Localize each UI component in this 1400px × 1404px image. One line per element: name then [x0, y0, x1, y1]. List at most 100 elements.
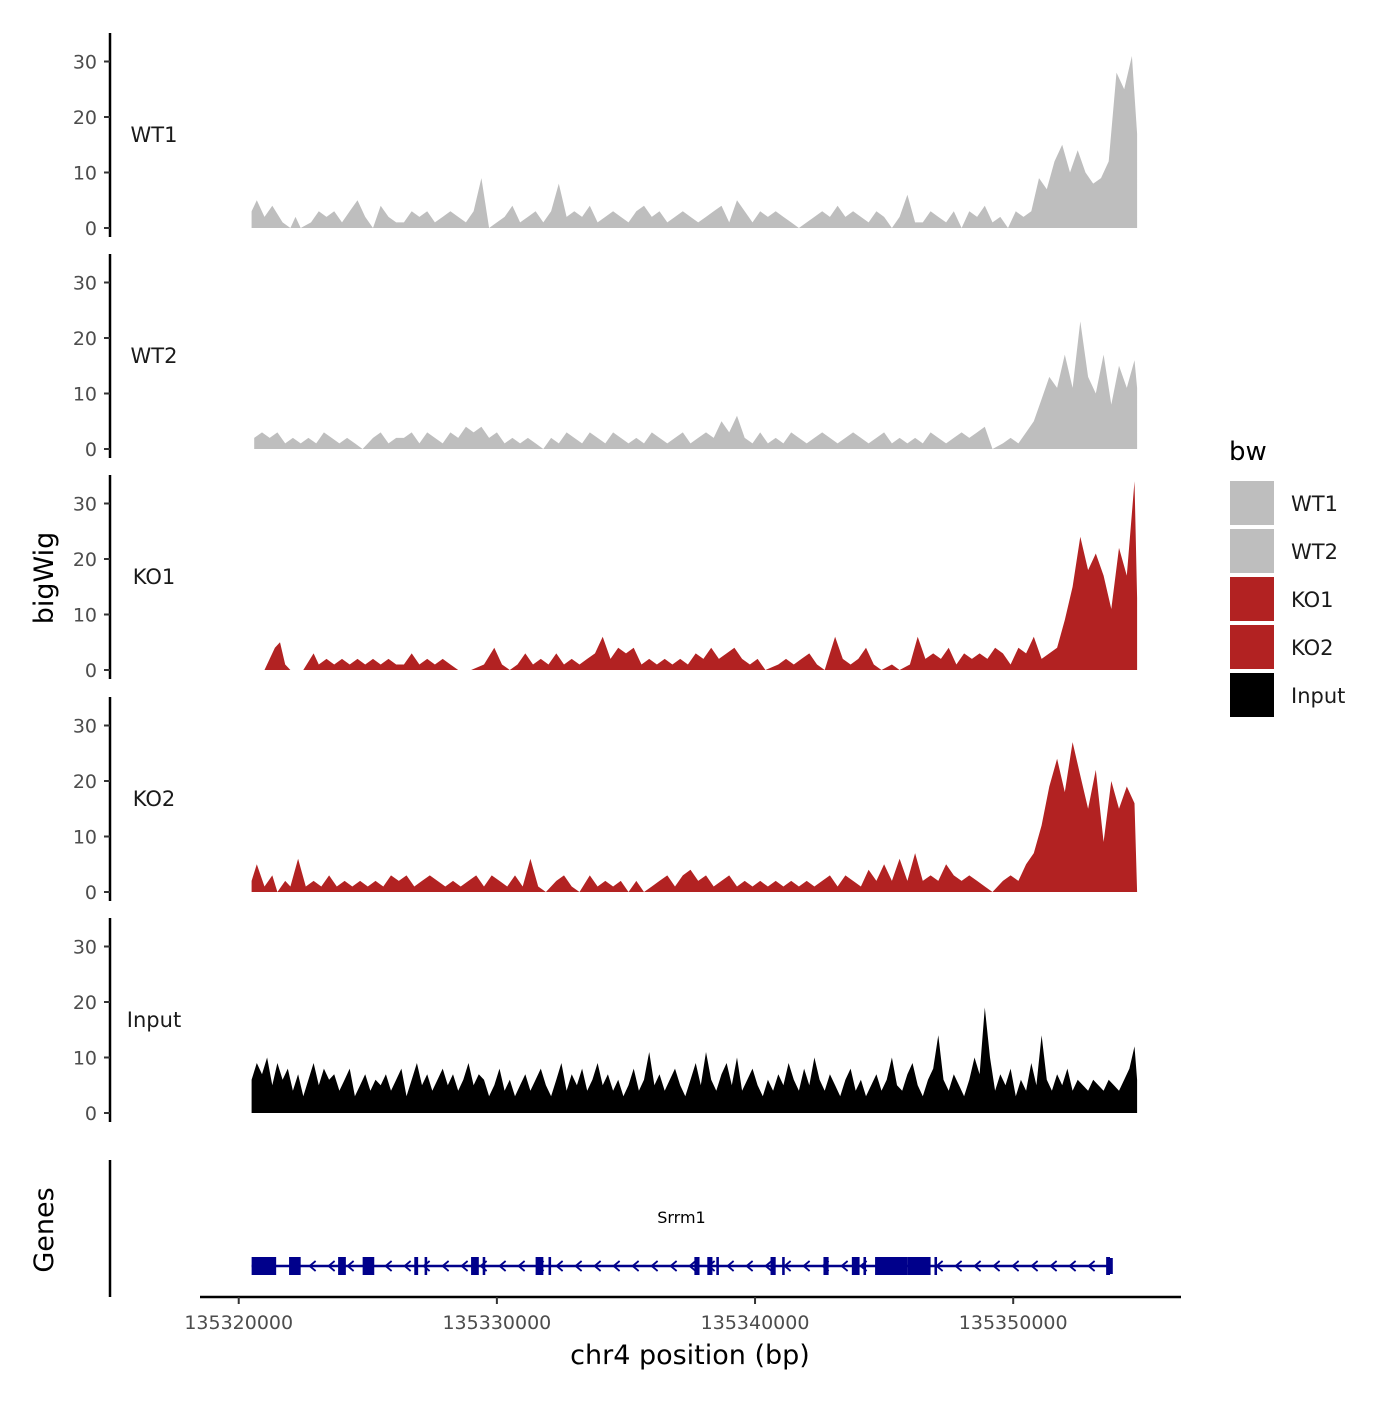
- strand-arrow: [308, 1260, 317, 1272]
- track-wt2: 0 10 20 30 WT2: [73, 254, 1138, 461]
- strand-arrow: [441, 1260, 450, 1272]
- strand-arrow: [1011, 1260, 1020, 1272]
- y-axis-title: bigWig: [29, 532, 60, 625]
- track-label-input: Input: [127, 1008, 181, 1032]
- exon-4: [362, 1257, 375, 1275]
- strand-arrow: [1049, 1260, 1058, 1272]
- y-tick-label-ko1-10: 10: [73, 605, 97, 627]
- y-tick-label-ko1-0: 0: [85, 660, 97, 682]
- exon-22: [1106, 1257, 1111, 1275]
- exon-14: [770, 1257, 776, 1275]
- exon-3: [338, 1257, 346, 1275]
- legend-key-wt1: [1230, 481, 1274, 525]
- y-tick-label-wt1-10: 10: [73, 163, 97, 185]
- exon-18: [863, 1257, 867, 1275]
- y-tick-label-wt2-20: 20: [73, 328, 97, 350]
- x-tick-label-135350000: 135350000: [959, 1312, 1068, 1334]
- strand-arrow: [973, 1260, 982, 1272]
- exon-8: [482, 1257, 486, 1275]
- exon-2: [289, 1257, 301, 1275]
- x-axis-title: chr4 position (bp): [570, 1340, 810, 1371]
- y-tick-label-ko1-30: 30: [73, 494, 97, 516]
- strand-arrow: [631, 1260, 640, 1272]
- strand-arrow: [384, 1260, 393, 1272]
- strand-arrow: [764, 1260, 773, 1272]
- strand-arrow: [992, 1260, 1001, 1272]
- exon-5: [414, 1257, 419, 1275]
- area-input: [251, 1007, 1138, 1113]
- strand-arrow: [593, 1260, 602, 1272]
- exon-19: [875, 1257, 908, 1275]
- gene-label: Srrm1: [657, 1208, 706, 1227]
- strand-arrow: [745, 1260, 754, 1272]
- legend: bw WT1 WT2 KO1 KO2 Input: [1229, 437, 1345, 717]
- y-tick-label-input-30: 30: [73, 937, 97, 959]
- legend-label-ko2: KO2: [1291, 636, 1334, 660]
- tracks-layer: 0 10 20 30 WT1 0 10 20 30 WT2 0 10 20 30 KO1 0 10 20 30 KO2…: [73, 33, 1138, 1125]
- area-wt2: [254, 321, 1138, 449]
- strand-arrow: [650, 1260, 659, 1272]
- track-label-wt2: WT2: [131, 344, 178, 368]
- y-tick-label-wt1-20: 20: [73, 107, 97, 129]
- strand-arrow: [327, 1260, 336, 1272]
- y-tick-label-ko2-0: 0: [85, 882, 97, 904]
- genes-axis-title: Genes: [29, 1187, 60, 1272]
- legend-title: bw: [1229, 437, 1267, 467]
- strand-arrow: [669, 1260, 678, 1272]
- track-wt1: 0 10 20 30 WT1: [73, 33, 1138, 240]
- legend-label-wt2: WT2: [1291, 540, 1338, 564]
- legend-key-wt2: [1230, 529, 1274, 573]
- strand-arrow: [1087, 1260, 1096, 1272]
- x-tick-label-135320000: 135320000: [184, 1312, 293, 1334]
- strand-arrow: [802, 1260, 811, 1272]
- area-ko2: [251, 742, 1138, 892]
- strand-arrow: [422, 1260, 431, 1272]
- x-tick-label-135330000: 135330000: [442, 1312, 551, 1334]
- track-input: 0 10 20 30 Input: [73, 918, 1138, 1125]
- y-tick-label-ko2-20: 20: [73, 771, 97, 793]
- exon-1: [251, 1257, 277, 1275]
- strand-arrow: [346, 1260, 355, 1272]
- strand-arrow: [498, 1260, 507, 1272]
- strand-arrow: [574, 1260, 583, 1272]
- track-ko2: 0 10 20 30 KO2: [73, 697, 1138, 904]
- exon-12: [707, 1257, 713, 1275]
- exon-17: [851, 1257, 860, 1275]
- y-tick-label-ko1-20: 20: [73, 549, 97, 571]
- exon-20: [907, 1257, 931, 1275]
- exon-13: [716, 1257, 719, 1275]
- exon-21: [934, 1257, 938, 1275]
- y-tick-label-ko2-10: 10: [73, 827, 97, 849]
- y-tick-label-wt2-10: 10: [73, 384, 97, 406]
- x-axis: 135320000 135330000 135340000 135350000: [184, 1295, 1181, 1334]
- y-tick-label-input-0: 0: [85, 1103, 97, 1125]
- strand-arrow: [954, 1260, 963, 1272]
- exon-16: [823, 1257, 829, 1275]
- y-tick-label-wt2-0: 0: [85, 439, 97, 461]
- strand-arrow: [460, 1260, 469, 1272]
- strand-arrow: [1030, 1260, 1039, 1272]
- strand-arrow: [403, 1260, 412, 1272]
- track-ko1: 0 10 20 30 KO1: [73, 475, 1138, 682]
- y-tick-label-input-20: 20: [73, 992, 97, 1014]
- genes-layer: Srrm1: [108, 1160, 1113, 1297]
- y-tick-label-wt1-0: 0: [85, 218, 97, 240]
- legend-label-wt1: WT1: [1291, 492, 1338, 516]
- strand-arrow: [726, 1260, 735, 1272]
- legend-key-ko2: [1230, 625, 1274, 669]
- legend-key-ko1: [1230, 577, 1274, 621]
- strand-arrow: [517, 1260, 526, 1272]
- x-tick-label-135340000: 135340000: [701, 1312, 810, 1334]
- exon-11: [694, 1257, 700, 1275]
- exon-10: [548, 1257, 552, 1275]
- y-tick-label-ko2-30: 30: [73, 716, 97, 738]
- area-ko1: [264, 481, 1138, 670]
- track-label-ko2: KO2: [133, 787, 176, 811]
- strand-arrow: [555, 1260, 564, 1272]
- strand-arrow: [688, 1260, 697, 1272]
- exon-15: [782, 1257, 785, 1275]
- area-wt1: [251, 56, 1138, 228]
- legend-label-ko1: KO1: [1291, 588, 1334, 612]
